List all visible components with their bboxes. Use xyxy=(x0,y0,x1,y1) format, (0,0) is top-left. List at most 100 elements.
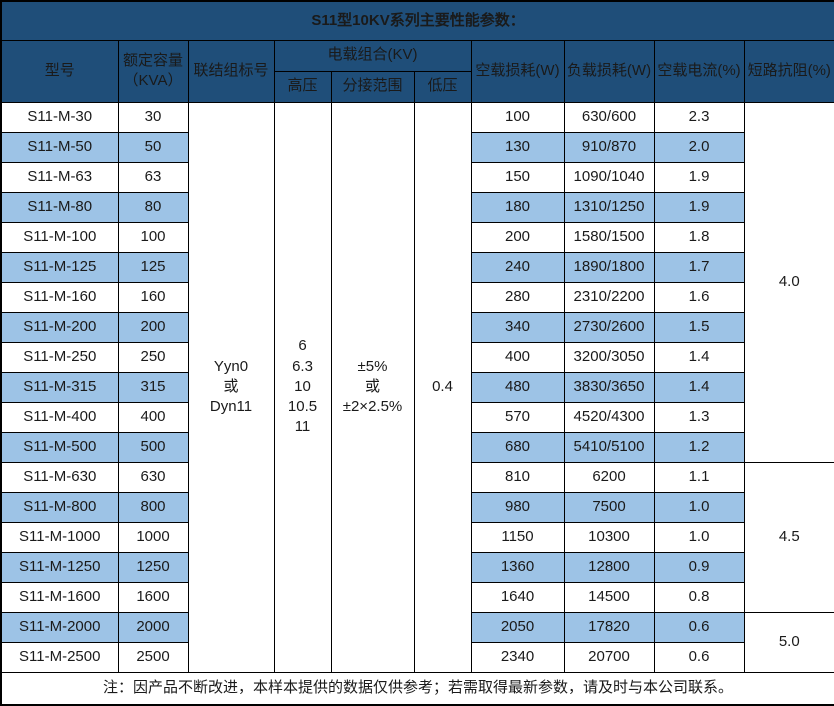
table-row: S11-M-2000 2000 2050 17820 0.6 5.0 xyxy=(0,611,834,673)
no-load-loss-cell: 1150 xyxy=(470,521,565,553)
no-load-current-cell: 1.0 xyxy=(653,491,745,523)
table-row: S11-M-1600 1600 1640 14500 0.8 xyxy=(0,581,834,613)
capacity-cell: 100 xyxy=(117,221,189,253)
load-loss-cell: 14500 xyxy=(563,581,655,613)
model-cell: S11-M-63 xyxy=(0,161,119,193)
table-row: S11-M-1250 1250 1360 12800 0.9 xyxy=(0,551,834,583)
table-row: S11-M-500 500 680 5410/5100 1.2 xyxy=(0,431,834,463)
page-title: S11型10KV系列主要性能参数： xyxy=(0,0,834,41)
no-load-loss-cell: 2050 xyxy=(470,611,565,643)
capacity-cell: 2000 xyxy=(117,611,189,643)
no-load-loss-cell: 1640 xyxy=(470,581,565,613)
no-load-loss-cell: 980 xyxy=(470,491,565,523)
model-cell: S11-M-2000 xyxy=(0,611,119,643)
col-header-connection: 联结组标号 xyxy=(187,39,275,103)
no-load-current-cell: 0.6 xyxy=(653,641,745,673)
no-load-loss-cell: 1360 xyxy=(470,551,565,583)
header-row-1: 型号 额定容量 （KVA） 联结组标号 电载组合(KV) 空载损耗(W) 负载损… xyxy=(0,39,834,103)
footer-note: 注：因产品不断改进，本样本提供的数据仅供参考；若需取得最新参数，请及时与本公司联… xyxy=(0,671,834,706)
no-load-loss-cell: 180 xyxy=(470,191,565,223)
low-voltage-cell: 0.4 xyxy=(413,101,472,673)
no-load-current-cell: 0.8 xyxy=(653,581,745,613)
col-header-low-voltage: 低压 xyxy=(413,70,472,103)
table-row: S11-M-30 30 Yyn0 或 Dyn11 6 6.3 10 10.5 1… xyxy=(0,101,834,673)
connection-group-cell: Yyn0 或 Dyn11 xyxy=(187,101,275,673)
model-cell: S11-M-100 xyxy=(0,221,119,253)
no-load-current-cell: 1.0 xyxy=(653,521,745,553)
model-cell: S11-M-80 xyxy=(0,191,119,223)
model-cell: S11-M-200 xyxy=(0,311,119,343)
no-load-current-cell: 1.9 xyxy=(653,161,745,193)
table-row: S11-M-630 630 810 6200 1.1 4.5 xyxy=(0,461,834,613)
impedance-cell: 4.0 xyxy=(743,101,834,463)
capacity-cell: 250 xyxy=(117,341,189,373)
capacity-cell: 30 xyxy=(117,101,189,133)
model-cell: S11-M-400 xyxy=(0,401,119,433)
no-load-current-cell: 1.1 xyxy=(653,461,745,493)
load-loss-cell: 2310/2200 xyxy=(563,281,655,313)
capacity-cell: 500 xyxy=(117,431,189,463)
footer-row: 注：因产品不断改进，本样本提供的数据仅供参考；若需取得最新参数，请及时与本公司联… xyxy=(0,671,834,706)
capacity-cell: 125 xyxy=(117,251,189,283)
table-row: S11-M-100 100 200 1580/1500 1.8 xyxy=(0,221,834,253)
no-load-current-cell: 0.6 xyxy=(653,611,745,643)
model-cell: S11-M-800 xyxy=(0,491,119,523)
col-header-tap-range: 分接范围 xyxy=(330,70,415,103)
no-load-current-cell: 2.0 xyxy=(653,131,745,163)
load-loss-cell: 910/870 xyxy=(563,131,655,163)
model-cell: S11-M-2500 xyxy=(0,641,119,673)
load-loss-cell: 1090/1040 xyxy=(563,161,655,193)
capacity-cell: 400 xyxy=(117,401,189,433)
capacity-cell: 1000 xyxy=(117,521,189,553)
no-load-loss-cell: 280 xyxy=(470,281,565,313)
load-loss-cell: 20700 xyxy=(563,641,655,673)
model-cell: S11-M-1250 xyxy=(0,551,119,583)
load-loss-cell: 5410/5100 xyxy=(563,431,655,463)
impedance-cell: 5.0 xyxy=(743,611,834,673)
no-load-loss-cell: 810 xyxy=(470,461,565,493)
no-load-current-cell: 1.7 xyxy=(653,251,745,283)
load-loss-cell: 3200/3050 xyxy=(563,341,655,373)
load-loss-cell: 17820 xyxy=(563,611,655,643)
col-header-model: 型号 xyxy=(0,39,119,103)
capacity-cell: 315 xyxy=(117,371,189,403)
no-load-loss-cell: 100 xyxy=(470,101,565,133)
load-loss-cell: 1890/1800 xyxy=(563,251,655,283)
no-load-current-cell: 1.3 xyxy=(653,401,745,433)
table-row: S11-M-200 200 340 2730/2600 1.5 xyxy=(0,311,834,343)
capacity-cell: 50 xyxy=(117,131,189,163)
tap-range-cell: ±5% 或 ±2×2.5% xyxy=(330,101,415,673)
col-header-load-loss: 负载损耗(W) xyxy=(563,39,655,103)
no-load-current-cell: 2.3 xyxy=(653,101,745,133)
high-voltage-cell: 6 6.3 10 10.5 11 xyxy=(273,101,332,673)
model-cell: S11-M-1000 xyxy=(0,521,119,553)
table-row: S11-M-125 125 240 1890/1800 1.7 xyxy=(0,251,834,283)
table-row: S11-M-160 160 280 2310/2200 1.6 xyxy=(0,281,834,313)
no-load-current-cell: 1.9 xyxy=(653,191,745,223)
load-loss-cell: 1310/1250 xyxy=(563,191,655,223)
load-loss-cell: 7500 xyxy=(563,491,655,523)
col-header-capacity: 额定容量 （KVA） xyxy=(117,39,189,103)
capacity-cell: 160 xyxy=(117,281,189,313)
table-row: S11-M-63 63 150 1090/1040 1.9 xyxy=(0,161,834,193)
no-load-current-cell: 1.4 xyxy=(653,341,745,373)
table-row: S11-M-400 400 570 4520/4300 1.3 xyxy=(0,401,834,433)
model-cell: S11-M-160 xyxy=(0,281,119,313)
no-load-loss-cell: 400 xyxy=(470,341,565,373)
load-loss-cell: 6200 xyxy=(563,461,655,493)
no-load-loss-cell: 240 xyxy=(470,251,565,283)
load-loss-cell: 10300 xyxy=(563,521,655,553)
capacity-cell: 630 xyxy=(117,461,189,493)
model-cell: S11-M-1600 xyxy=(0,581,119,613)
col-header-no-load-current: 空载电流(%) xyxy=(653,39,745,103)
header-row-2: 高压 分接范围 低压 xyxy=(1,70,834,103)
capacity-cell: 800 xyxy=(117,491,189,523)
model-cell: S11-M-30 xyxy=(0,101,119,133)
no-load-current-cell: 1.4 xyxy=(653,371,745,403)
load-loss-cell: 12800 xyxy=(563,551,655,583)
table-row: S11-M-2500 2500 2340 20700 0.6 xyxy=(0,641,834,673)
col-header-no-load-loss: 空载损耗(W) xyxy=(470,39,565,103)
no-load-loss-cell: 570 xyxy=(470,401,565,433)
title-row: S11型10KV系列主要性能参数： xyxy=(0,0,834,41)
